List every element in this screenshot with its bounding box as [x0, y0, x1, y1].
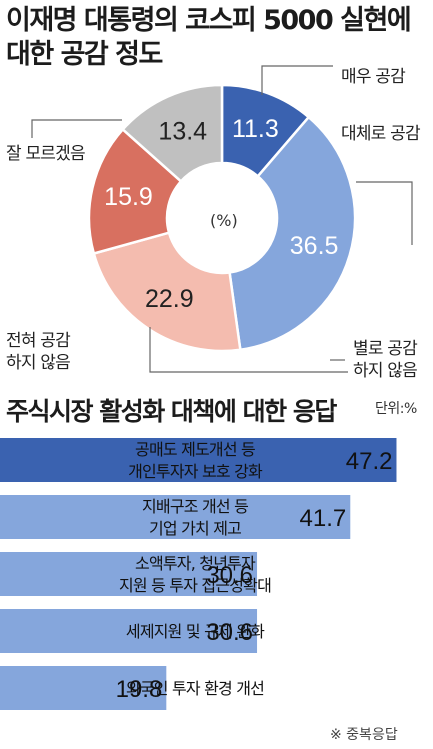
bar-category-label: 세제지원 및 규제 완화: [126, 622, 265, 641]
donut-slice: [92, 231, 242, 353]
bar: [0, 666, 167, 710]
chart-title: 이재명 대통령의 코스피 5000 실현에 대한 공감 정도: [6, 5, 412, 70]
legend-label-line: 하지 않음: [6, 353, 71, 373]
donut-unit-label: (%): [210, 211, 238, 230]
leader-line: [31, 119, 122, 138]
unit-label: 단위:%: [375, 401, 417, 417]
bar-category-label: 기업 가치 제고: [149, 519, 241, 538]
leader-line: [149, 327, 348, 373]
bar: [0, 552, 258, 596]
bar-value-label: 47.2: [346, 448, 393, 475]
footnote: ※ 중복응답: [330, 727, 398, 743]
donut-value-label: 15.9: [104, 183, 153, 211]
bar-category-label: 지배구조 개선 등: [142, 497, 248, 516]
donut-slice: [87, 127, 183, 256]
bar-value-label: 19.8: [116, 676, 163, 703]
bar-value-label: 30.6: [206, 562, 253, 589]
donut-value-label: 13.4: [158, 117, 207, 145]
legend-label-not-at-all-agree: 전혀 공감 하지 않음: [6, 330, 96, 374]
bar: [0, 609, 258, 653]
section-title: 주식시장 활성화 대책에 대한 응답: [6, 397, 337, 426]
legend-label-dont-know: 잘 모르겠음: [6, 144, 86, 164]
bar: [0, 495, 351, 539]
donut-value-label: 11.3: [232, 115, 279, 143]
legend-label-mostly-agree: 대체로 공감: [341, 124, 421, 144]
bar-category-label: 지원 등 투자 접근성확대: [119, 576, 271, 595]
legend-label-line: 별로 공감: [353, 339, 418, 359]
legend-label-very-agree: 매우 공감: [341, 67, 406, 87]
bar-value-label: 30.6: [206, 619, 253, 646]
bar-category-label: 개인투자자 보호 강화: [128, 462, 263, 481]
bar-category-label: 소액투자, 청년투자: [135, 554, 256, 573]
bar-value-label: 41.7: [300, 505, 347, 532]
legend-label-not-much-agree: 별로 공감 하지 않음: [353, 338, 433, 382]
donut-slice: [228, 115, 357, 352]
donut-chart: 11.3 36.5 22.9 15.9 13.4: [87, 83, 357, 353]
leader-line: [356, 181, 413, 245]
label-leader-lines: [31, 65, 413, 373]
bar-category-label: 외국인 투자 환경 개선: [126, 679, 264, 698]
bar: [0, 438, 397, 482]
donut-value-label: 22.9: [145, 285, 194, 313]
donut-slice: [121, 83, 224, 184]
bar-category-label: 공매도 제도개선 등: [135, 440, 255, 459]
legend-label-line: 하지 않음: [353, 361, 418, 381]
legend-label-line: 전혀 공감: [6, 331, 71, 351]
leader-line: [261, 65, 333, 95]
donut-value-label: 36.5: [290, 232, 339, 260]
